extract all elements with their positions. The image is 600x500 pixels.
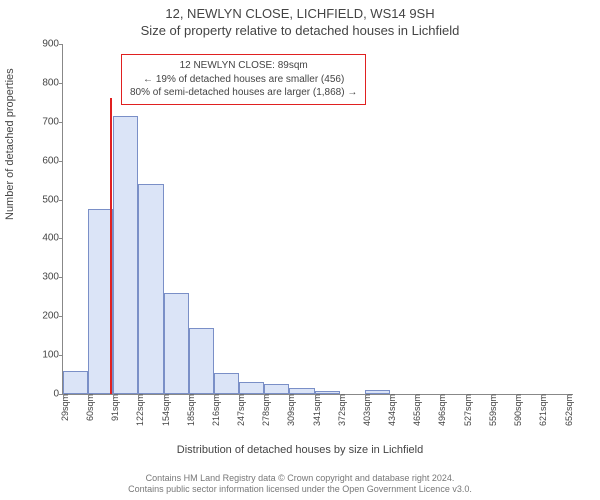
x-tick-label: 29sqm xyxy=(56,394,70,421)
x-tick-mark xyxy=(340,394,341,398)
x-tick-label: 154sqm xyxy=(157,394,171,426)
histogram-bar xyxy=(239,382,264,394)
x-tick-mark xyxy=(415,394,416,398)
x-tick-label: 122sqm xyxy=(131,394,145,426)
x-tick-label: 91sqm xyxy=(106,394,120,421)
y-tick-mark xyxy=(59,44,63,45)
x-tick-mark xyxy=(315,394,316,398)
histogram-bar xyxy=(164,293,189,394)
x-tick-mark xyxy=(113,394,114,398)
footer-line-1: Contains HM Land Registry data © Crown c… xyxy=(0,473,600,485)
title-main: 12, NEWLYN CLOSE, LICHFIELD, WS14 9SH xyxy=(0,0,600,21)
property-marker-line xyxy=(110,98,112,394)
x-axis-label: Distribution of detached houses by size … xyxy=(0,444,600,456)
y-tick-mark xyxy=(59,316,63,317)
y-tick-mark xyxy=(59,122,63,123)
x-tick-mark xyxy=(567,394,568,398)
x-tick-mark xyxy=(63,394,64,398)
plot-area: 010020030040050060070080090029sqm60sqm91… xyxy=(62,44,573,395)
histogram-bar xyxy=(113,116,138,394)
x-tick-mark xyxy=(289,394,290,398)
annotation-line-2: ← 19% of detached houses are smaller (45… xyxy=(130,73,357,87)
x-tick-label: 372sqm xyxy=(333,394,347,426)
x-tick-label: 621sqm xyxy=(534,394,548,426)
footer-attribution: Contains HM Land Registry data © Crown c… xyxy=(0,473,600,496)
histogram-bar xyxy=(88,209,113,394)
x-tick-mark xyxy=(390,394,391,398)
x-tick-label: 278sqm xyxy=(257,394,271,426)
title-sub: Size of property relative to detached ho… xyxy=(0,21,600,38)
x-tick-mark xyxy=(516,394,517,398)
x-tick-mark xyxy=(239,394,240,398)
x-tick-mark xyxy=(491,394,492,398)
x-tick-label: 247sqm xyxy=(232,394,246,426)
y-tick-mark xyxy=(59,277,63,278)
histogram-bar xyxy=(315,391,340,394)
x-tick-label: 341sqm xyxy=(308,394,322,426)
x-tick-label: 403sqm xyxy=(358,394,372,426)
annotation-box: 12 NEWLYN CLOSE: 89sqm← 19% of detached … xyxy=(121,54,366,105)
x-tick-label: 559sqm xyxy=(484,394,498,426)
y-tick-mark xyxy=(59,83,63,84)
x-tick-mark xyxy=(365,394,366,398)
x-tick-label: 60sqm xyxy=(81,394,95,421)
histogram-bar xyxy=(63,371,88,394)
x-tick-label: 527sqm xyxy=(459,394,473,426)
x-tick-mark xyxy=(214,394,215,398)
x-tick-label: 434sqm xyxy=(383,394,397,426)
histogram-bar xyxy=(138,184,164,394)
annotation-line-1: 12 NEWLYN CLOSE: 89sqm xyxy=(130,59,357,73)
x-tick-mark xyxy=(88,394,89,398)
y-tick-mark xyxy=(59,200,63,201)
x-tick-label: 309sqm xyxy=(282,394,296,426)
x-tick-label: 590sqm xyxy=(509,394,523,426)
x-tick-mark xyxy=(440,394,441,398)
x-tick-label: 496sqm xyxy=(433,394,447,426)
chart-container: 12, NEWLYN CLOSE, LICHFIELD, WS14 9SH Si… xyxy=(0,0,600,500)
x-tick-label: 652sqm xyxy=(560,394,574,426)
x-tick-label: 185sqm xyxy=(182,394,196,426)
x-tick-mark xyxy=(466,394,467,398)
x-tick-label: 465sqm xyxy=(408,394,422,426)
footer-line-2: Contains public sector information licen… xyxy=(0,484,600,496)
histogram-bar xyxy=(189,328,214,394)
histogram-bar xyxy=(264,384,289,394)
y-axis-label: Number of detached properties xyxy=(4,68,16,220)
histogram-bar xyxy=(289,388,315,394)
y-tick-mark xyxy=(59,355,63,356)
x-tick-mark xyxy=(138,394,139,398)
x-tick-mark xyxy=(189,394,190,398)
histogram-bar xyxy=(214,373,239,394)
annotation-line-3: 80% of semi-detached houses are larger (… xyxy=(130,86,357,100)
x-tick-mark xyxy=(164,394,165,398)
histogram-bar xyxy=(365,390,390,394)
x-tick-mark xyxy=(541,394,542,398)
y-tick-mark xyxy=(59,238,63,239)
x-tick-mark xyxy=(264,394,265,398)
y-tick-mark xyxy=(59,161,63,162)
x-tick-label: 216sqm xyxy=(207,394,221,426)
